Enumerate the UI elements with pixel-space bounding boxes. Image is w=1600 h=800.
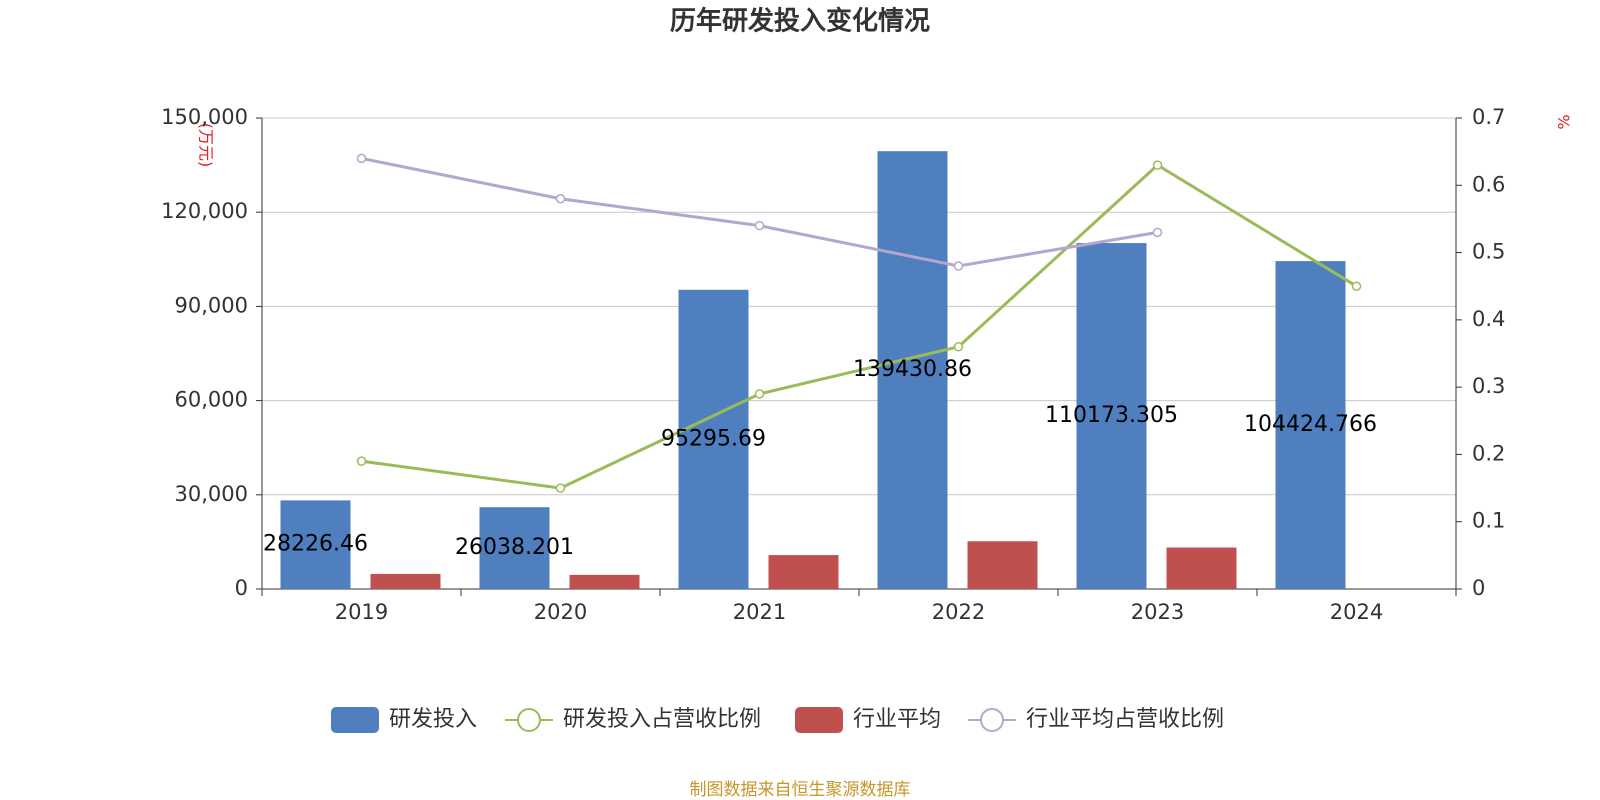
line-point (1351, 281, 1362, 291)
y2-tick-label: 0.4 (1472, 307, 1505, 331)
legend-label: 研发投入占营收比例 (563, 707, 761, 732)
y-tick-label: 60,000 (175, 388, 248, 412)
y2-tick-label: 0.2 (1472, 441, 1505, 465)
line-point (953, 261, 964, 271)
line-point (953, 342, 964, 352)
bar (678, 289, 749, 589)
chart-title: 历年研发投入变化情况 (670, 6, 930, 37)
x-tick-label: 2023 (1131, 600, 1184, 624)
legend-swatch (980, 708, 1004, 732)
data-label: 95295.69 (661, 426, 766, 451)
y-tick-label: 150,000 (161, 105, 248, 129)
bar (1076, 243, 1147, 589)
source-note: 制图数据来自恒生聚源数据库 (690, 780, 911, 800)
y2-tick-label: 0.3 (1472, 374, 1505, 398)
line-point (754, 389, 765, 399)
y2-tick-label: 0.6 (1472, 172, 1505, 196)
x-tick-label: 2022 (932, 600, 985, 624)
data-label: 110173.305 (1045, 403, 1178, 428)
y-axis-label: (万元) (197, 123, 216, 168)
bar (1166, 547, 1237, 589)
data-label: 26038.201 (455, 535, 574, 560)
data-label: 139430.86 (853, 357, 972, 382)
data-label: 28226.46 (263, 532, 368, 557)
legend-swatch (331, 707, 379, 733)
y2-tick-label: 0.1 (1472, 509, 1505, 533)
y2-axis-label: % (1555, 114, 1574, 129)
bar (877, 151, 948, 589)
bar (479, 507, 550, 589)
y2-tick-label: 0 (1472, 576, 1485, 600)
data-label: 104424.766 (1244, 412, 1377, 437)
x-tick-label: 2024 (1330, 600, 1383, 624)
y-tick-label: 30,000 (175, 482, 248, 506)
line (361, 163, 1358, 490)
line-point (1152, 227, 1163, 238)
line-point (555, 193, 566, 204)
bar (370, 573, 441, 589)
legend-label: 行业平均占营收比例 (1026, 707, 1224, 732)
bar (967, 541, 1038, 589)
x-tick-label: 2019 (335, 600, 388, 624)
bar (569, 574, 640, 589)
line-point (1152, 160, 1163, 170)
line-point (754, 220, 765, 231)
line-point (555, 483, 566, 493)
bar (280, 500, 351, 589)
line-point (356, 456, 367, 466)
legend-label: 研发投入 (389, 707, 477, 732)
y2-tick-label: 0.7 (1472, 105, 1505, 129)
y-tick-label: 120,000 (161, 199, 248, 223)
y-tick-label: 0 (235, 576, 248, 600)
y-tick-label: 90,000 (175, 293, 248, 317)
y2-tick-label: 0.5 (1472, 240, 1505, 264)
legend-swatch (517, 708, 541, 732)
bar (1275, 261, 1346, 589)
x-tick-label: 2021 (733, 600, 786, 624)
x-tick-label: 2020 (534, 600, 587, 624)
bar (768, 555, 839, 589)
legend-label: 行业平均 (853, 707, 941, 732)
line-point (356, 153, 367, 164)
legend-swatch (795, 707, 843, 733)
